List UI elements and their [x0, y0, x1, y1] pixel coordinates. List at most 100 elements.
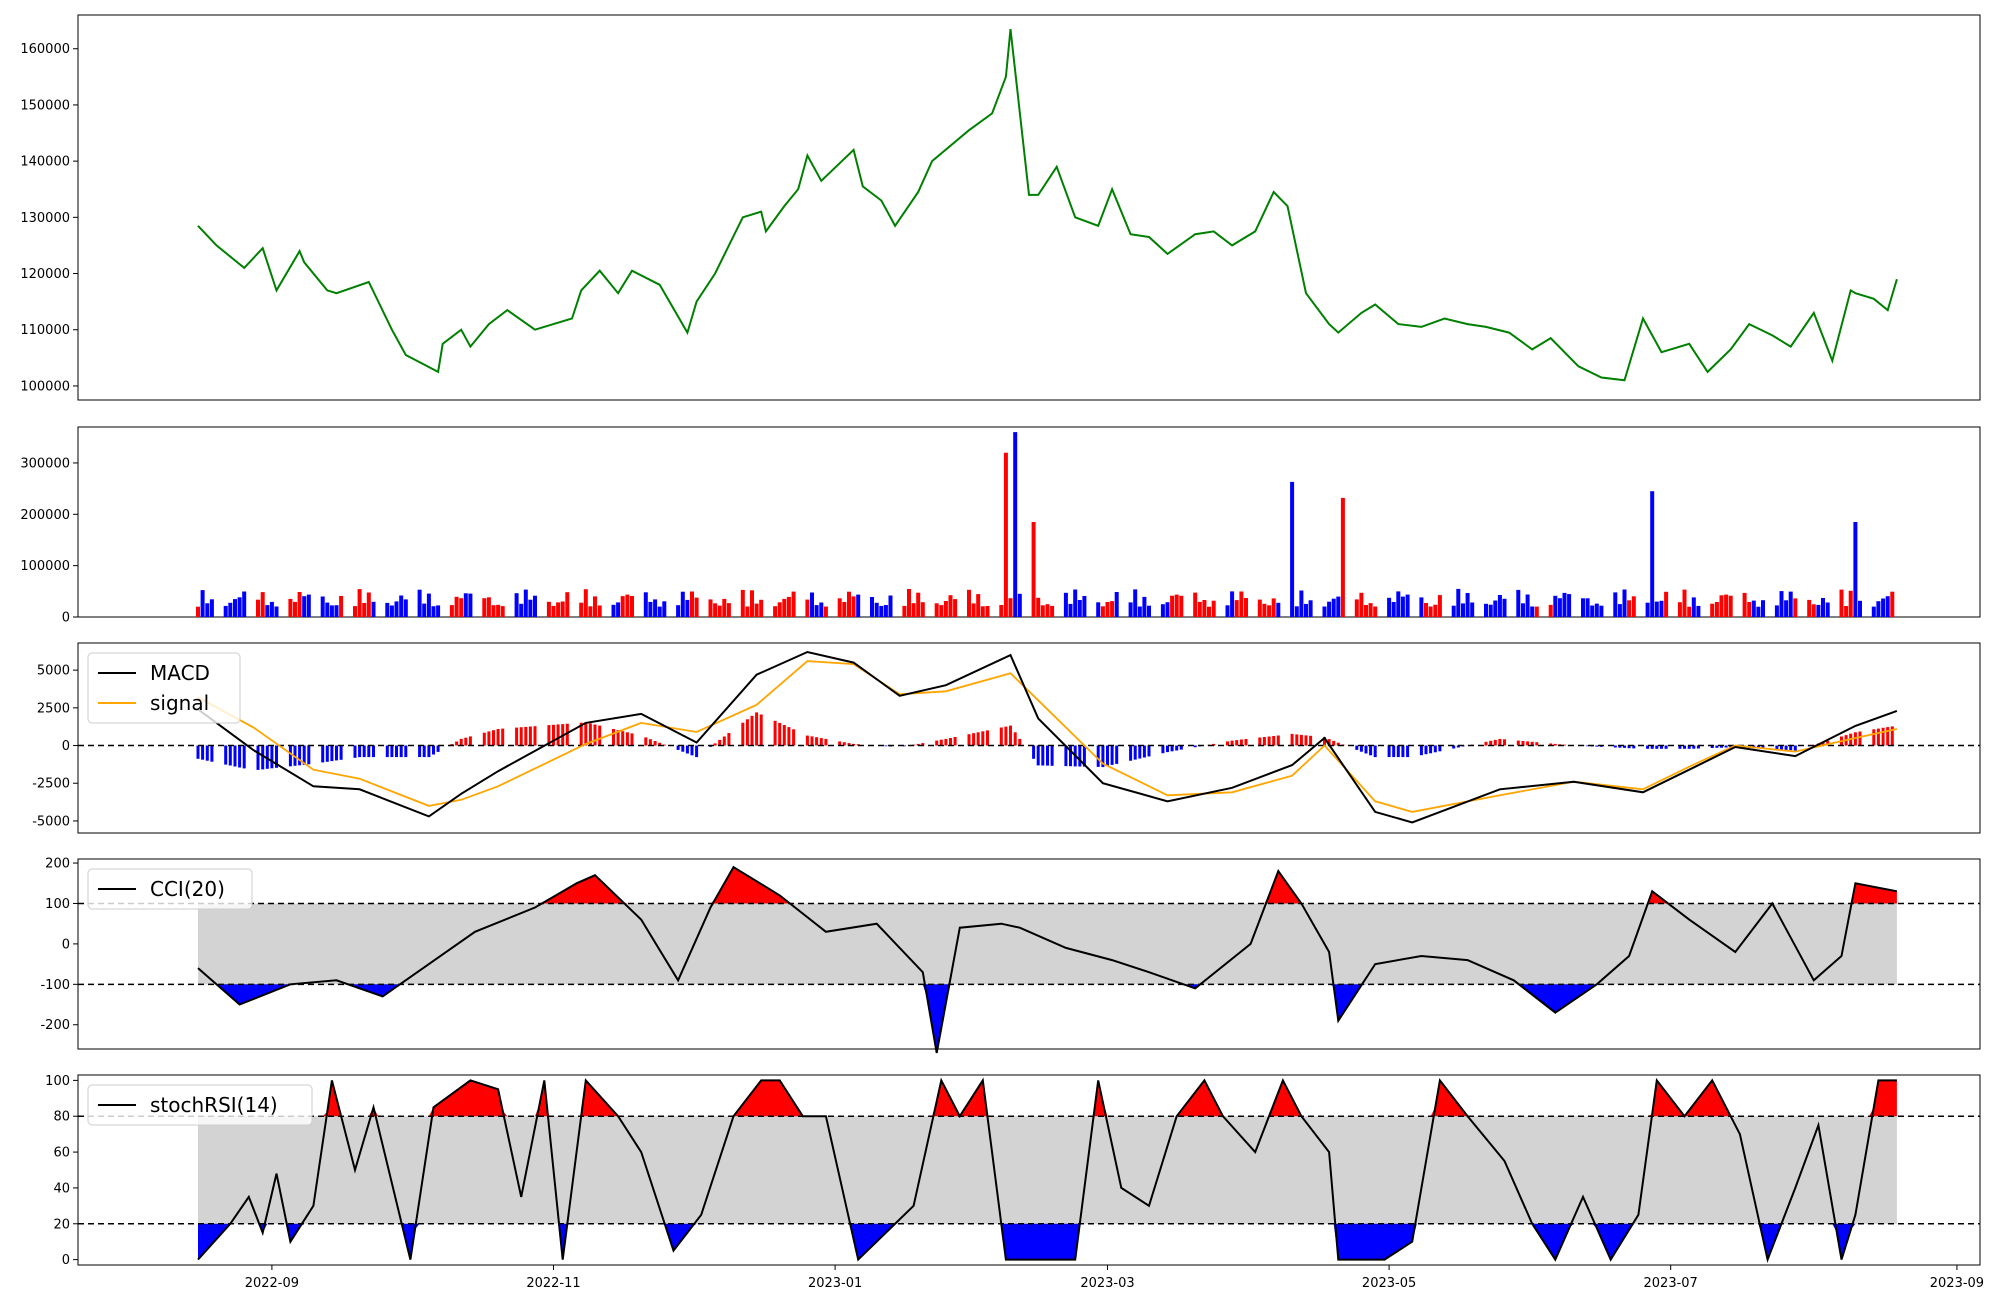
volume-bar: [1368, 603, 1373, 617]
volume-bar: [1534, 606, 1539, 617]
macd-histogram-bar: [1036, 745, 1040, 766]
macd-histogram-bar: [265, 745, 269, 769]
volume-bar: [1451, 605, 1456, 617]
macd-histogram-bar: [727, 733, 731, 746]
volume-bar: [546, 601, 551, 617]
macd-histogram-bar: [1696, 745, 1700, 749]
volume-bar: [662, 601, 667, 617]
oversold-fill: [198, 1223, 1897, 1260]
y-tick-label: 100: [45, 897, 70, 912]
axes-frame: [77, 1074, 1981, 1266]
volume-bar: [1262, 603, 1267, 617]
volume-bar: [1493, 600, 1498, 617]
volume-bar: [611, 604, 616, 617]
volume-bar: [565, 592, 570, 617]
macd-histogram-bar: [741, 722, 745, 746]
volume-bar: [500, 606, 505, 617]
volume-bar: [486, 597, 491, 617]
volume-bar: [810, 592, 814, 617]
macd-histogram-bar: [1710, 745, 1714, 748]
volume-bar: [597, 605, 602, 617]
macd-histogram-bar: [1078, 745, 1082, 767]
macd-histogram-bar: [1046, 745, 1049, 766]
volume-bar: [1751, 600, 1756, 617]
macd-histogram-bar: [288, 745, 292, 767]
volume-bar: [847, 591, 851, 617]
macd-histogram-bar: [976, 732, 980, 746]
macd-histogram-bar: [455, 741, 459, 746]
overbought-fill: [198, 867, 1897, 904]
legend-box: [87, 1084, 313, 1126]
macd-histogram-bar: [1323, 737, 1326, 746]
volume-bar: [293, 601, 297, 617]
macd-histogram-bar: [418, 745, 422, 758]
macd-histogram-bar: [1115, 745, 1119, 764]
y-tick-label: 0: [62, 739, 70, 754]
volume-bar: [588, 606, 593, 617]
volume-bar: [976, 594, 981, 617]
volume-bar: [1756, 606, 1761, 617]
x-axis: 2022-09 2022-11 2023-01 2023-03 2023-05 2023-…: [245, 1265, 1984, 1291]
macd-histogram-bar: [1793, 745, 1797, 751]
volume-bar: [449, 605, 454, 617]
macd-histogram-bar: [436, 745, 440, 752]
macd-histogram-bar: [1175, 745, 1179, 751]
stochrsi-panel: 0 20 40 60 80 100 stochRSI(14): [45, 1074, 1981, 1268]
volume-bar: [786, 596, 791, 617]
legend-label: MACD: [150, 661, 210, 685]
volume-bar: [911, 603, 916, 617]
volume-bar: [1193, 592, 1198, 617]
stochrsi-line: [197, 1077, 1897, 1264]
macd-histogram-bar: [792, 729, 796, 746]
volume-bar: [233, 599, 237, 617]
volume-bar: [943, 601, 948, 617]
volume-bar: [1456, 588, 1461, 617]
macd-histogram-bar: [404, 745, 408, 758]
volume-bar: [389, 605, 394, 617]
macd-histogram-bar: [233, 745, 237, 767]
volume-bar: [1373, 606, 1378, 617]
volume-bar: [888, 595, 893, 617]
legend-box: [87, 652, 241, 724]
volume-bar: [205, 603, 210, 617]
y-tick-label: 150000: [20, 98, 70, 113]
volume-bar: [1133, 589, 1138, 617]
macd-histogram-bar: [1526, 741, 1530, 746]
volume-bar: [1364, 605, 1368, 617]
volume-bar: [288, 598, 293, 617]
volume-bar: [643, 592, 648, 617]
volume-bar: [1848, 590, 1853, 617]
macd-histogram-bar: [353, 745, 357, 758]
volume-bar: [1858, 600, 1862, 617]
volume-bar: [1631, 596, 1636, 617]
macd-histogram-bar: [1881, 727, 1885, 746]
macd-histogram-bar: [1295, 734, 1299, 746]
macd-histogram-bar: [584, 722, 588, 746]
volume-bar: [1137, 606, 1142, 617]
macd-histogram-bar: [205, 745, 209, 761]
volume-bar: [1659, 600, 1664, 617]
volume-bar: [1147, 605, 1151, 617]
macd-histogram-bar: [367, 745, 371, 758]
volume-bar: [1844, 606, 1849, 617]
volume-bar: [1142, 596, 1147, 617]
volume-bar: [1036, 597, 1041, 617]
volume-bar: [1276, 602, 1281, 617]
macd-histogram-bar: [1309, 735, 1313, 746]
macd-histogram-bar: [1004, 726, 1008, 746]
macd-histogram-bar: [986, 730, 989, 746]
macd-histogram-bar: [653, 741, 657, 746]
macd-histogram-bar: [1784, 745, 1788, 750]
volume-bar: [805, 599, 810, 617]
macd-histogram-bar: [824, 738, 828, 746]
macd-panel: -5000 -2500 0 2500 5000 MACD signal: [32, 642, 1981, 834]
macd-histogram-bar: [556, 724, 560, 746]
x-tick-label: 2023-07: [1644, 1276, 1698, 1291]
macd-histogram-bar: [588, 723, 592, 746]
volume-bar: [560, 601, 565, 617]
macd-histogram-bar: [1553, 743, 1557, 746]
volume-bar: [999, 605, 1004, 617]
volume-bar: [722, 598, 727, 617]
volume-bar: [1244, 598, 1248, 617]
volume-bar: [482, 598, 487, 617]
